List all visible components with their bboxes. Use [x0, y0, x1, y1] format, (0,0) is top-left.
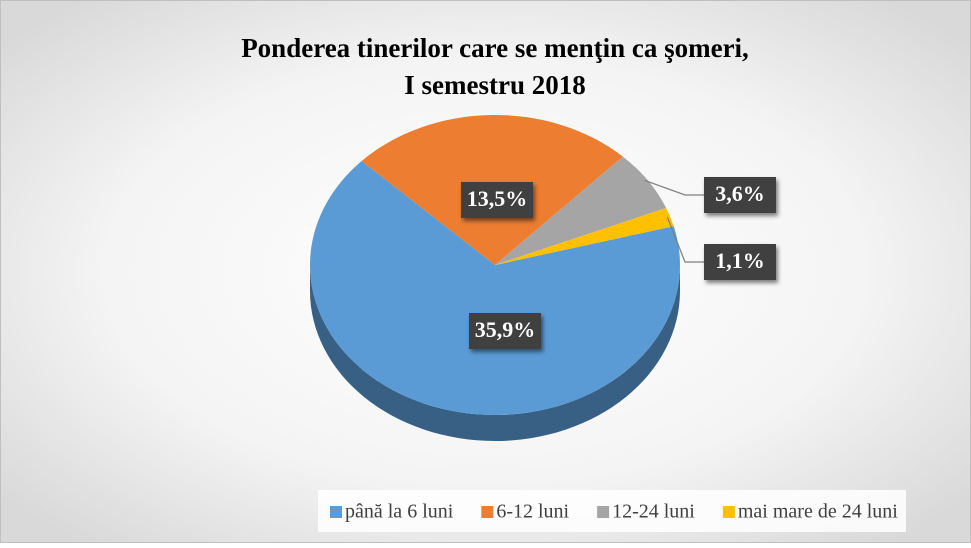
data-labels: 35,9% 13,5% 3,6% 1,1% — [461, 177, 776, 349]
data-label-box — [704, 244, 776, 280]
legend-swatch — [722, 506, 735, 518]
legend-label: 12-24 luni — [612, 501, 695, 523]
data-label: 3,6% — [715, 181, 765, 206]
data-label: 1,1% — [715, 248, 765, 273]
pie-slice — [495, 208, 674, 265]
pie-slice — [495, 156, 667, 265]
pie-side — [310, 265, 680, 441]
data-label-box — [469, 313, 541, 349]
pie-slice — [309, 161, 680, 415]
legend-label: 6-12 luni — [496, 501, 569, 523]
leader-line — [644, 179, 704, 196]
legend-swatch — [597, 506, 610, 518]
pie-sides — [310, 265, 680, 441]
data-label: 13,5% — [467, 186, 528, 211]
leader-line — [666, 216, 704, 263]
legend: până la 6 luni 6-12 luni 12-24 luni mai mar… — [330, 501, 898, 523]
legend-swatch — [481, 506, 494, 518]
data-label: 35,9% — [475, 317, 536, 342]
legend-label: până la 6 luni — [345, 501, 454, 523]
pie-slices — [309, 115, 680, 415]
chart-title: I semestru 2018 — [404, 70, 585, 100]
chart-title: Ponderea tinerilor care se menţin ca şom… — [241, 33, 749, 63]
legend-swatch — [330, 506, 342, 518]
data-label-box — [704, 177, 776, 213]
data-label-box — [461, 182, 533, 218]
legend-box — [318, 490, 906, 532]
legend-label: mai mare de 24 luni — [738, 501, 898, 523]
